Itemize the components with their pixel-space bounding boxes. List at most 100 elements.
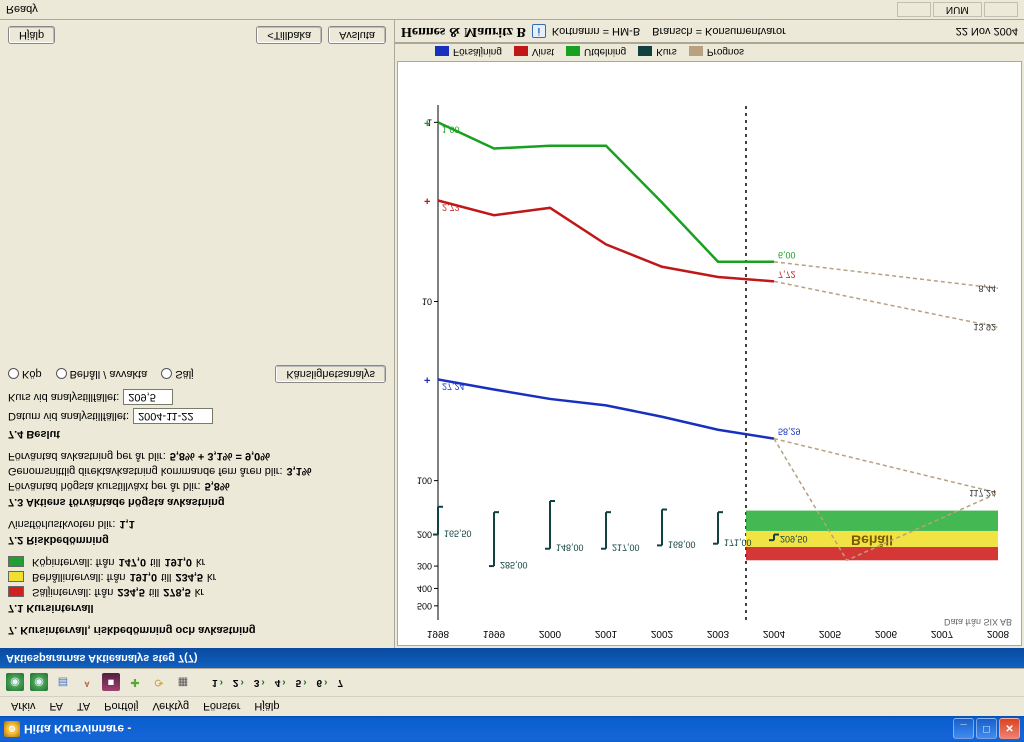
legend-item-4: Prognos — [689, 46, 744, 57]
radio-salj[interactable]: Sälj — [161, 368, 193, 380]
svg-text:Data från SIX AB: Data från SIX AB — [944, 617, 1012, 627]
menu-fa[interactable]: FA — [42, 699, 69, 715]
menu-fonster[interactable]: Fönster — [196, 699, 247, 715]
main-area: 7. Kursintervall, riskbedömning och avka… — [0, 20, 1024, 648]
toolbar-icon-7[interactable]: ⟳ — [150, 674, 168, 692]
back-button[interactable]: <Tillbaka — [256, 26, 322, 44]
menu-ta[interactable]: TA — [70, 699, 97, 715]
svg-text:+: + — [424, 373, 430, 385]
svg-text:200: 200 — [417, 530, 432, 540]
heading-7-3: 7.3 Aktiens förväntade högsta avkastning — [8, 496, 386, 508]
svg-text:1,00: 1,00 — [442, 124, 460, 134]
menu-portfolj[interactable]: Portfölj — [97, 699, 145, 715]
svg-text:7,72: 7,72 — [778, 269, 796, 279]
svg-text:117,24: 117,24 — [969, 488, 996, 498]
risk-line: Vinstförlustkvoten blir: 1,1 — [8, 518, 386, 530]
status-text: Ready — [6, 4, 38, 16]
step-6-button[interactable]: 6› — [315, 677, 330, 688]
sensitivity-button[interactable]: Känslighetsanalys — [275, 365, 386, 383]
legend-item-2: Utdelning — [566, 46, 626, 57]
svg-text:13,92: 13,92 — [973, 322, 996, 332]
kortnamn-label: Kortnamn = HM-B — [552, 25, 640, 37]
svg-text:500: 500 — [417, 601, 432, 611]
app-icon: ⊚ — [4, 721, 20, 737]
finish-button[interactable]: Avsluta — [328, 26, 386, 44]
interval-row-1: Behållintervall: från 191,0 till 234,5 k… — [8, 571, 386, 583]
close-button[interactable]: × — [999, 719, 1020, 740]
radio-kop[interactable]: Köp — [8, 368, 42, 380]
menu-arkiv[interactable]: Arkiv — [4, 699, 42, 715]
bransch-label: Bransch = Konsumentvaror — [652, 25, 786, 37]
chart-info-bar: Hennes & Mauritz B i Kortnamn = HM-B Bra… — [395, 20, 1024, 43]
svg-text:2003: 2003 — [707, 628, 730, 639]
date-input[interactable] — [133, 408, 213, 424]
price-input[interactable] — [123, 389, 173, 405]
info-icon[interactable]: i — [532, 24, 546, 38]
toolbar-icon-8[interactable]: ▦ — [174, 674, 192, 692]
step-3-button[interactable]: 3› — [252, 677, 267, 688]
toolbar-icon-3[interactable]: ▤ — [54, 674, 72, 692]
toolbar-icon-5[interactable]: ■ — [102, 674, 120, 692]
svg-text:2007: 2007 — [931, 628, 954, 639]
radio-behall[interactable]: Behåll / avvakta — [56, 368, 148, 380]
step-1-button[interactable]: 1› — [210, 677, 225, 688]
menu-hjalp[interactable]: Hjälp — [247, 699, 286, 715]
wizard-buttons: Hjälp <Tillbaka Avsluta — [8, 26, 386, 54]
step-2-button[interactable]: 2› — [231, 677, 246, 688]
toolbar-icon-6[interactable]: ✚ — [126, 674, 144, 692]
status-num: NUM — [933, 2, 982, 17]
menubar: Arkiv FA TA Portfölj Verktyg Fönster Hjä… — [0, 696, 1024, 716]
right-panel: 1998199920002001200220032004200520062007… — [395, 20, 1024, 648]
svg-text:1998: 1998 — [427, 628, 450, 639]
interval-row-2: Köpintervall: från 147,0 till 191,0 kr — [8, 556, 386, 568]
interval-row-0: Säljintervall: från 234,5 till 278,5 kr — [8, 586, 386, 598]
toolbar: ◉ ◉ ▤ ᴬ ■ ✚ ⟳ ▦ 1› 2› 3› 4› 5› 6› 7 — [0, 668, 1024, 696]
help-button[interactable]: Hjälp — [8, 26, 55, 44]
svg-text:165,50: 165,50 — [444, 529, 472, 539]
svg-text:2,73: 2,73 — [442, 202, 460, 212]
svg-text:2001: 2001 — [595, 628, 618, 639]
heading-7-2: 7.2 Riskbedömning — [8, 534, 386, 546]
svg-text:Behåll: Behåll — [851, 532, 893, 548]
status-empty-2 — [984, 2, 1018, 17]
svg-text:10: 10 — [422, 296, 432, 306]
step-4-button[interactable]: 4› — [273, 677, 288, 688]
svg-text:2006: 2006 — [875, 628, 898, 639]
svg-text:217,00: 217,00 — [612, 543, 640, 553]
svg-text:300: 300 — [417, 561, 432, 571]
heading-7-1: 7.1 Kursintervall — [8, 602, 386, 614]
svg-text:2002: 2002 — [651, 628, 674, 639]
legend-item-0: Försäljning — [435, 46, 502, 57]
globe-icon-1[interactable]: ◉ — [6, 674, 24, 692]
chart-title: Hennes & Mauritz B — [401, 23, 526, 39]
svg-text:+: + — [424, 116, 430, 128]
window-title: Hitta Kursvinnare - — [24, 722, 953, 736]
svg-text:1999: 1999 — [483, 628, 506, 639]
globe-icon-2[interactable]: ◉ — [30, 674, 48, 692]
maximize-button[interactable]: □ — [976, 719, 997, 740]
svg-text:27,24: 27,24 — [442, 381, 465, 391]
svg-text:171,00: 171,00 — [724, 538, 752, 548]
menu-verktyg[interactable]: Verktyg — [145, 699, 196, 715]
svg-text:168,00: 168,00 — [668, 539, 696, 549]
heading-7-4: 7.4 Beslut — [8, 428, 386, 440]
svg-text:+: + — [424, 194, 430, 206]
titlebar: ⊚ Hitta Kursvinnare - _ □ × — [0, 716, 1024, 742]
status-empty-1 — [897, 2, 931, 17]
minimize-button[interactable]: _ — [953, 719, 974, 740]
step-7-button[interactable]: 7 — [335, 677, 345, 688]
status-bar: Ready NUM — [0, 0, 1024, 20]
svg-text:400: 400 — [417, 583, 432, 593]
step-header: Aktiespararnas Aktieanalys steg 7(7) — [0, 648, 1024, 668]
step-5-button[interactable]: 5› — [294, 677, 309, 688]
heading-7: 7. Kursintervall, riskbedömning och avka… — [8, 624, 386, 636]
app-window: ⊚ Hitta Kursvinnare - _ □ × Arkiv FA TA … — [0, 0, 1024, 742]
price-line: Kurs vid analystillfället: — [8, 389, 386, 405]
svg-text:2008: 2008 — [987, 628, 1010, 639]
toolbar-icon-4[interactable]: ᴬ — [78, 674, 96, 692]
chart-legend: FörsäljningVinstUtdelningKursPrognos — [395, 43, 1024, 59]
decision-radios: Köp Behåll / avvakta Sälj Känslighetsana… — [8, 365, 386, 383]
date-line: Datum vid analystillfället: — [8, 408, 386, 424]
svg-text:100: 100 — [417, 476, 432, 486]
legend-item-3: Kurs — [638, 46, 677, 57]
